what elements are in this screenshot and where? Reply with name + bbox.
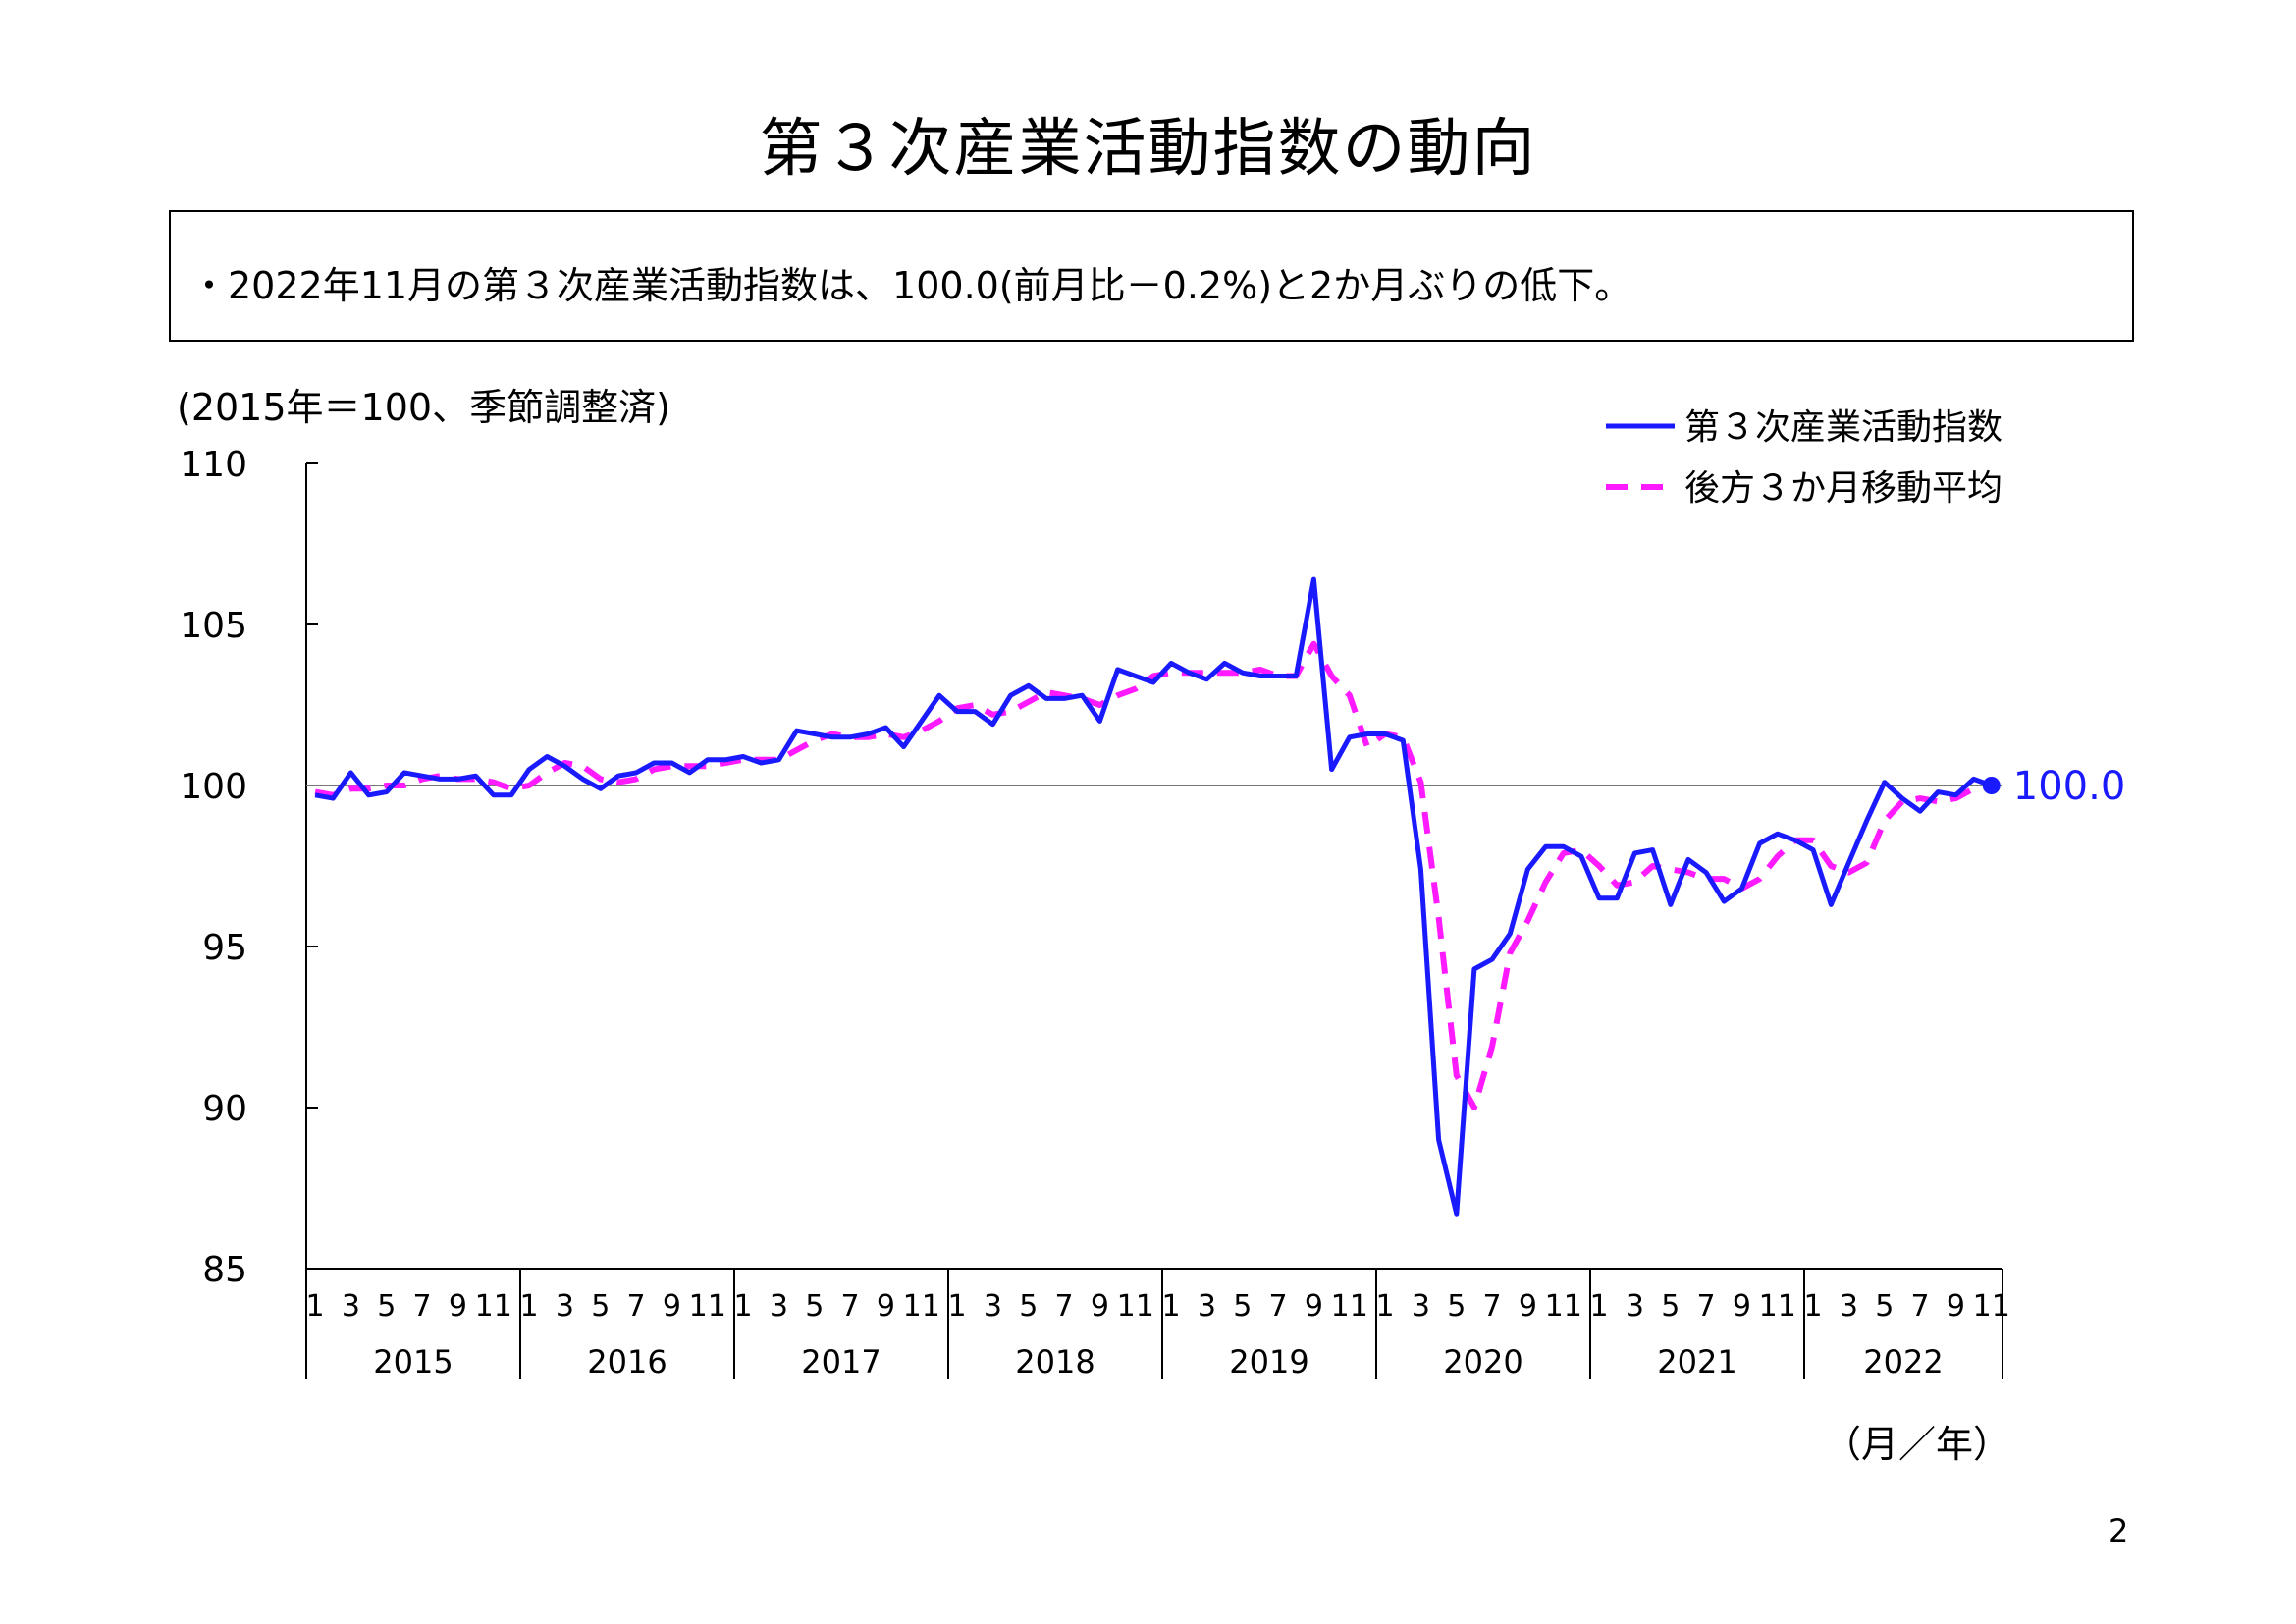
y-tick-label: 110 [180,445,247,485]
month-tick-label: 11 [1117,1289,1154,1324]
series-line-moving-average [314,640,1993,1110]
month-tick-label: 11 [1973,1289,2010,1324]
month-tick-label: 11 [475,1289,512,1324]
year-tick-label: 2022 [1863,1343,1943,1380]
month-tick-label: 5 [1661,1289,1680,1324]
latest-value-label: 100.0 [2013,764,2126,809]
y-tick-label: 95 [202,928,247,968]
month-tick-label: 9 [1947,1289,1965,1324]
y-tick-label: 100 [180,767,247,807]
month-tick-label: 1 [1376,1289,1395,1324]
y-tick-label: 90 [202,1089,247,1129]
month-tick-label: 7 [1697,1289,1716,1324]
month-tick-label: 1 [1590,1289,1609,1324]
page-title: 第３次産業活動指数の動向 [759,113,1537,186]
year-tick-label: 2016 [587,1343,667,1380]
month-tick-label: 1 [734,1289,753,1324]
month-tick-label: 9 [877,1289,895,1324]
month-tick-label: 7 [413,1289,432,1324]
year-tick-label: 2019 [1229,1343,1308,1380]
month-tick-label: 1 [948,1289,967,1324]
month-tick-label: 5 [591,1289,610,1324]
month-tick-label: 3 [1840,1289,1858,1324]
month-tick-label: 11 [1545,1289,1582,1324]
month-tick-label: 3 [556,1289,574,1324]
month-tick-label: 7 [841,1289,860,1324]
legend-label-index: 第３次産業活動指数 [1684,407,2002,448]
month-tick-label: 9 [1519,1289,1537,1324]
month-tick-label: 7 [627,1289,646,1324]
month-tick-label: 1 [520,1289,539,1324]
x-axis-unit-label: （月／年） [1824,1423,2011,1466]
month-tick-label: 3 [1626,1289,1644,1324]
unit-note: (2015年＝100、季節調整済) [177,386,670,429]
year-tick-label: 2018 [1015,1343,1095,1380]
chart-series: 100.0 [314,576,2126,1217]
legend-label-moving-average: 後方３か月移動平均 [1684,468,2002,509]
y-tick-label: 105 [180,606,247,646]
month-tick-label: 7 [1483,1289,1502,1324]
y-tick-label: 85 [202,1250,247,1290]
month-tick-label: 3 [770,1289,788,1324]
summary-box: ・2022年11月の第３次産業活動指数は、100.0(前月比－0.2%)と2か月… [169,210,2134,342]
month-tick-label: 9 [1305,1289,1323,1324]
month-tick-label: 1 [1804,1289,1823,1324]
month-tick-label: 3 [342,1289,360,1324]
month-tick-label: 1 [306,1289,325,1324]
year-tick-label: 2021 [1657,1343,1736,1380]
latest-point-marker [1982,777,2001,794]
month-tick-label: 5 [377,1289,396,1324]
month-tick-label: 9 [449,1289,467,1324]
month-tick-label: 11 [903,1289,940,1324]
month-tick-label: 5 [1019,1289,1038,1324]
year-tick-label: 2017 [801,1343,881,1380]
month-tick-label: 5 [1447,1289,1466,1324]
series-line-index [314,576,1993,1217]
summary-text: ・2022年11月の第３次産業活動指数は、100.0(前月比－0.2%)と2か月… [190,264,1632,307]
month-tick-label: 9 [1091,1289,1109,1324]
month-tick-label: 3 [984,1289,1002,1324]
month-tick-label: 5 [1233,1289,1252,1324]
month-tick-label: 9 [1733,1289,1751,1324]
month-tick-label: 5 [805,1289,824,1324]
page-number: 2 [2109,1512,2129,1549]
month-tick-label: 3 [1198,1289,1216,1324]
month-tick-label: 5 [1875,1289,1894,1324]
month-tick-label: 3 [1412,1289,1430,1324]
month-tick-label: 11 [689,1289,726,1324]
month-tick-label: 11 [1759,1289,1796,1324]
month-tick-label: 7 [1055,1289,1074,1324]
year-tick-label: 2020 [1443,1343,1522,1380]
month-tick-label: 7 [1269,1289,1288,1324]
month-tick-label: 9 [663,1289,681,1324]
month-tick-label: 7 [1911,1289,1930,1324]
month-tick-label: 1 [1162,1289,1181,1324]
year-tick-label: 2015 [373,1343,453,1380]
month-tick-label: 11 [1331,1289,1368,1324]
